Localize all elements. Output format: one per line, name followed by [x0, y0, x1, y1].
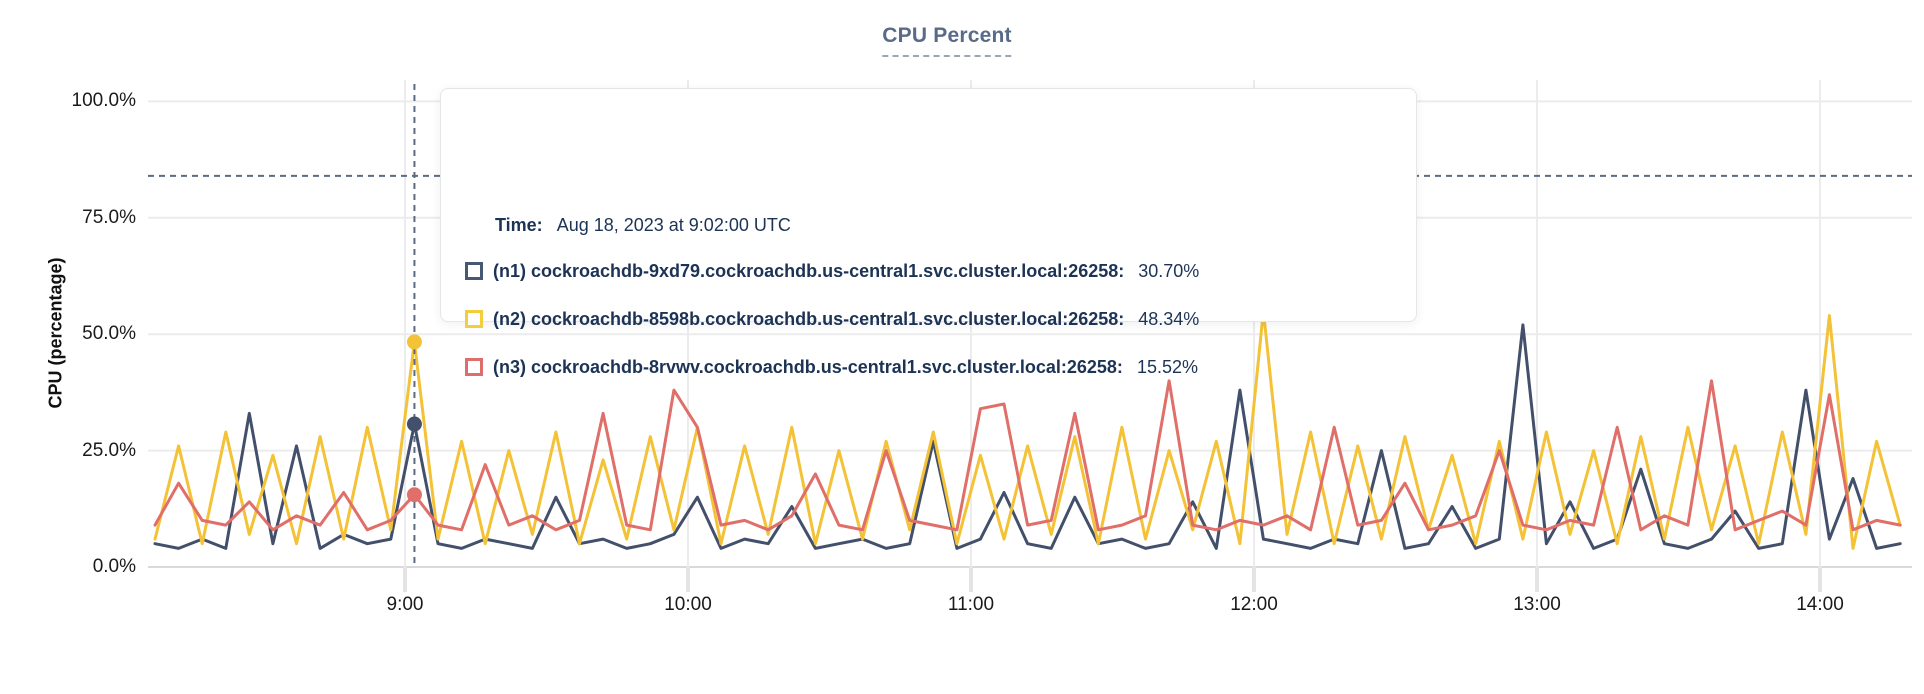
- legend-swatch: [465, 358, 483, 376]
- legend-swatch: [465, 310, 483, 328]
- x-tick-label: 11:00: [947, 594, 995, 615]
- x-tick-label: 14:00: [1796, 594, 1844, 615]
- tooltip-series-row-n1: (n1) cockroachdb-9xd79.cockroachdb.us-ce…: [465, 259, 1400, 283]
- y-tick-label: 75.0%: [82, 206, 136, 228]
- x-tick-label: 10:00: [664, 594, 712, 615]
- series-value: 15.52%: [1136, 356, 1198, 377]
- x-tick-label: 9:00: [386, 594, 424, 615]
- series-label: (n2) cockroachdb-8598b.cockroachdb.us-ce…: [493, 308, 1125, 329]
- y-tick-label: 25.0%: [82, 439, 136, 461]
- series-label: (n1) cockroachdb-9xd79.cockroachdb.us-ce…: [493, 260, 1125, 281]
- legend-swatch: [465, 262, 483, 280]
- series-lines: [153, 309, 1902, 550]
- series-value: 30.70%: [1138, 260, 1200, 281]
- tooltip-time-value: Aug 18, 2023 at 9:02:00 UTC: [556, 214, 791, 235]
- x-tick-label: 13:00: [1513, 594, 1561, 615]
- y-tick-label: 0.0%: [92, 556, 136, 577]
- y-tick-label: 100.0%: [71, 90, 136, 112]
- hover-tooltip: Time: Aug 18, 2023 at 9:02:00 UTC (n1) c…: [440, 88, 1417, 377]
- tooltip-time-row: Time: Aug 18, 2023 at 9:02:00 UTC: [495, 213, 1400, 237]
- chart-title: CPU Percent: [882, 24, 1012, 57]
- tooltip-time-label: Time:: [495, 214, 543, 235]
- y-tick-label: 50.0%: [82, 323, 136, 345]
- tooltip-series-row-n3: (n3) cockroachdb-8rvwv.cockroachdb.us-ce…: [465, 355, 1400, 379]
- series-value: 48.34%: [1138, 308, 1200, 329]
- tooltip-series-row-n2: (n2) cockroachdb-8598b.cockroachdb.us-ce…: [465, 307, 1400, 331]
- series-label: (n3) cockroachdb-8rvwv.cockroachdb.us-ce…: [493, 356, 1123, 377]
- hover-points: [406, 334, 422, 503]
- x-tick-label: 12:00: [1230, 594, 1278, 615]
